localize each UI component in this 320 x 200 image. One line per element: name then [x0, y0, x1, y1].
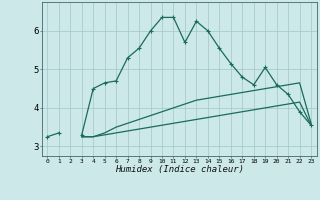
X-axis label: Humidex (Indice chaleur): Humidex (Indice chaleur): [115, 165, 244, 174]
